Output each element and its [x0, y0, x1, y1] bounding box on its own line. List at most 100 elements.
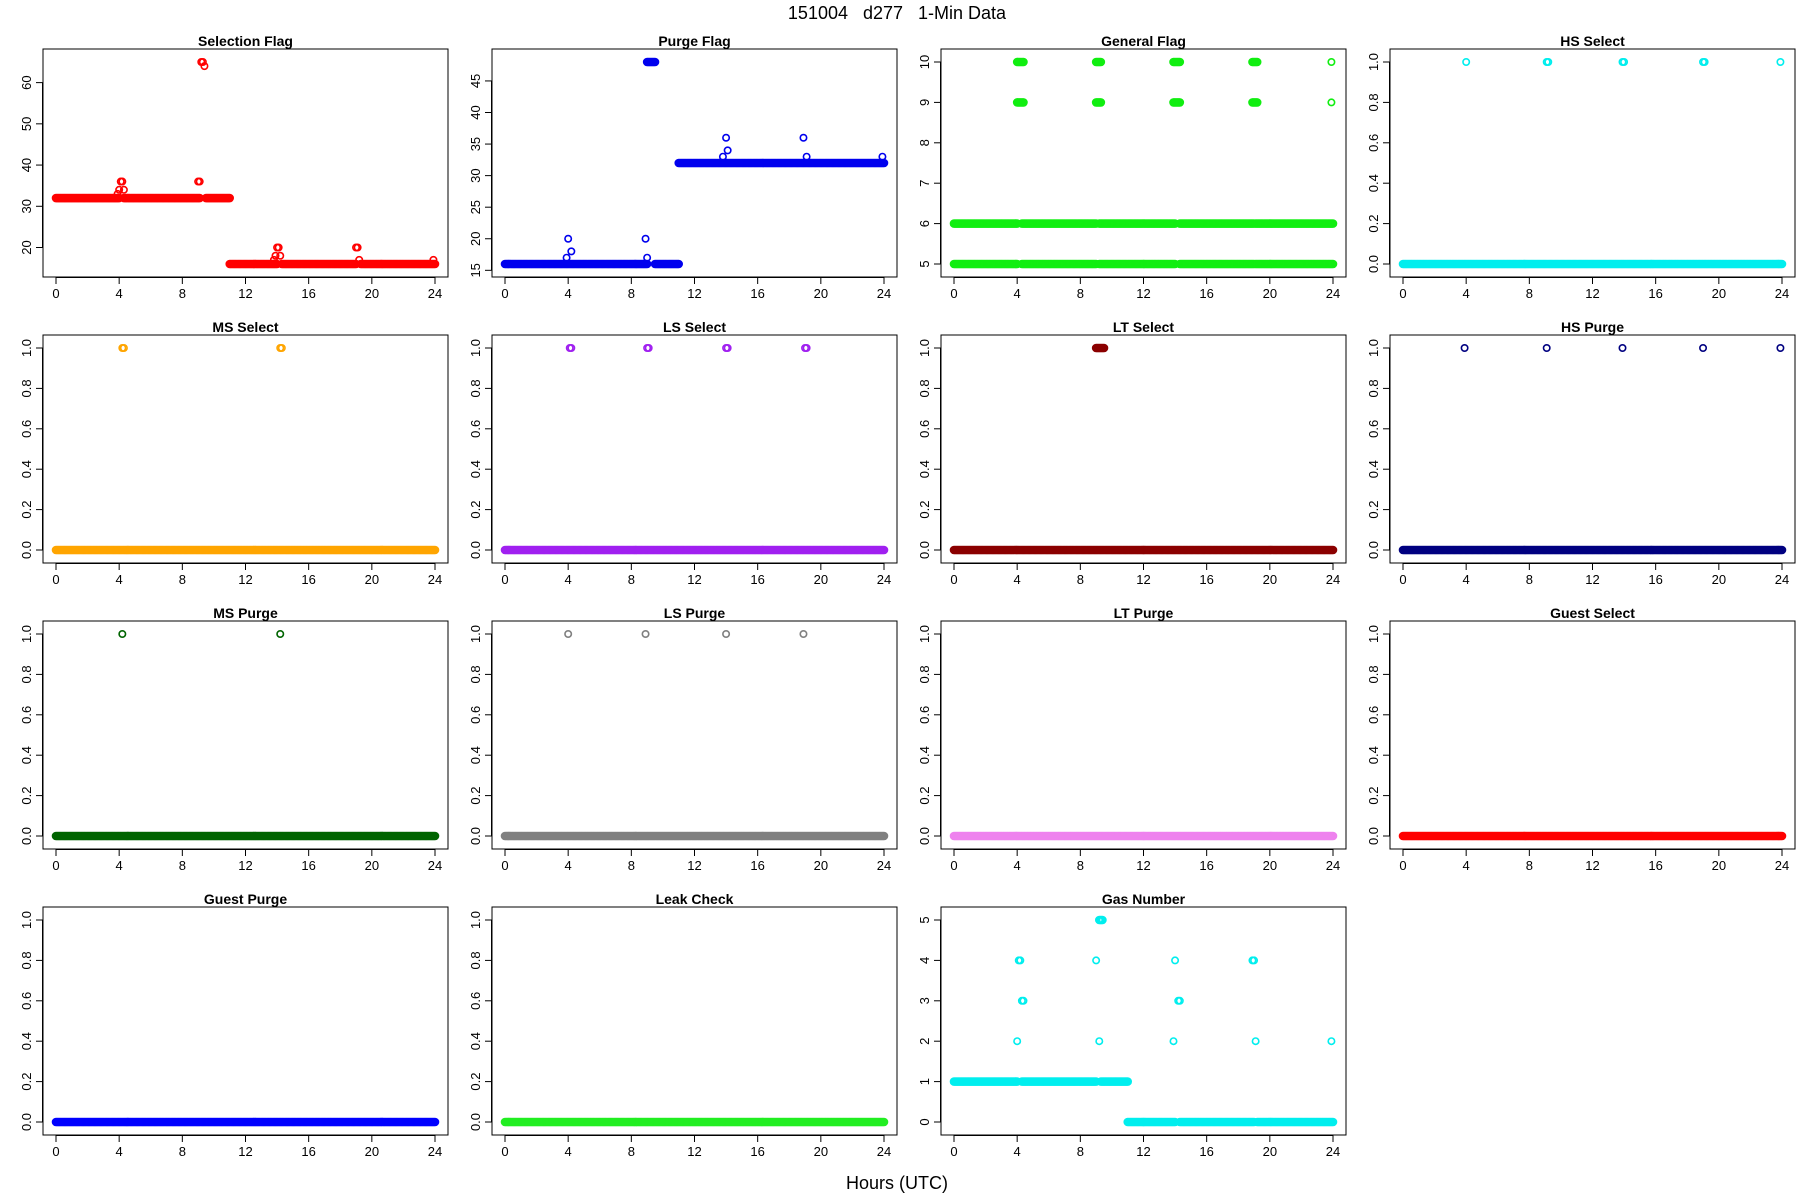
x-tick-label: 4 — [565, 858, 572, 873]
data-run — [1251, 259, 1338, 269]
data-point — [277, 343, 286, 352]
data-run — [1251, 219, 1338, 228]
data-point — [1252, 57, 1262, 67]
y-tick-label: 40 — [19, 158, 34, 172]
y-tick-label: 0.8 — [19, 379, 34, 397]
data-point — [641, 629, 650, 638]
data-run — [1091, 98, 1106, 107]
x-tick-label: 8 — [179, 858, 186, 873]
series-hs-purge — [1398, 343, 1787, 555]
y-tick-label: 0.2 — [1366, 787, 1381, 805]
series-lt-select — [949, 343, 1338, 555]
x-tick-label: 8 — [1077, 858, 1084, 873]
x-tick-label: 0 — [1399, 286, 1406, 301]
x-tick-label: 4 — [565, 286, 572, 301]
x-tick-label: 20 — [814, 572, 828, 587]
y-tick-label: 0.4 — [19, 1032, 34, 1050]
data-point — [1542, 343, 1551, 352]
series-lt-purge — [949, 831, 1338, 841]
data-point — [118, 177, 127, 186]
data-run — [51, 1117, 440, 1127]
y-tick-label: 8 — [917, 139, 932, 146]
data-run — [1175, 219, 1259, 228]
x-tick-label: 0 — [501, 572, 508, 587]
x-tick-label: 0 — [501, 286, 508, 301]
x-tick-label: 16 — [301, 286, 315, 301]
panel-title: MS Purge — [213, 605, 278, 621]
x-tick-label: 16 — [1199, 572, 1213, 587]
x-tick-label: 12 — [238, 858, 252, 873]
series-general-flag — [949, 57, 1338, 269]
y-tick-label: 0.0 — [1366, 255, 1381, 273]
x-tick-label: 12 — [1136, 858, 1150, 873]
panel-title: General Flag — [1101, 33, 1186, 49]
x-tick-label: 8 — [1526, 858, 1533, 873]
x-tick-label: 20 — [814, 286, 828, 301]
figure-xlabel: Hours (UTC) — [846, 1173, 948, 1193]
y-tick-label: 1.0 — [917, 625, 932, 643]
x-tick-label: 4 — [565, 1144, 572, 1159]
y-tick-label: 25 — [468, 200, 483, 214]
x-tick-label: 4 — [1463, 858, 1470, 873]
series-ms-select — [51, 343, 440, 555]
plot-frame — [940, 334, 1347, 564]
y-tick-label: 0.0 — [917, 827, 932, 845]
data-point — [650, 57, 660, 67]
data-run — [51, 193, 124, 203]
data-point — [430, 259, 440, 269]
y-tick-label: 0.8 — [1366, 93, 1381, 111]
data-point — [562, 253, 571, 262]
y-tick-label: 0.6 — [19, 706, 34, 724]
x-tick-label: 4 — [1014, 572, 1021, 587]
data-point — [674, 259, 684, 269]
x-tick-label: 8 — [1077, 572, 1084, 587]
data-point — [353, 243, 362, 252]
data-point — [1019, 57, 1028, 67]
x-tick-label: 16 — [1199, 286, 1213, 301]
data-run — [1017, 219, 1101, 228]
data-run — [119, 193, 205, 203]
y-tick-label: 0.6 — [19, 420, 34, 438]
y-tick-label: 1.0 — [19, 339, 34, 357]
y-tick-label: 0.6 — [1366, 420, 1381, 438]
x-tick-label: 24 — [1775, 286, 1789, 301]
data-point — [878, 152, 887, 161]
y-tick-label: 0.8 — [468, 665, 483, 683]
data-run — [1017, 259, 1101, 269]
y-tick-label: 20 — [468, 232, 483, 246]
x-tick-label: 16 — [1199, 858, 1213, 873]
x-tick-label: 8 — [628, 286, 635, 301]
data-run — [1091, 343, 1109, 353]
y-tick-label: 40 — [468, 105, 483, 119]
x-tick-label: 4 — [116, 286, 123, 301]
y-tick-label: 0.6 — [468, 420, 483, 438]
y-tick-label: 0.0 — [468, 827, 483, 845]
y-tick-label: 0.4 — [1366, 460, 1381, 478]
data-run — [949, 831, 1338, 841]
x-tick-label: 4 — [1463, 572, 1470, 587]
x-tick-label: 20 — [1263, 572, 1277, 587]
data-run — [201, 193, 235, 203]
y-tick-label: 1.0 — [19, 911, 34, 929]
data-run — [356, 259, 440, 269]
y-tick-label: 0.4 — [19, 746, 34, 764]
x-tick-label: 8 — [179, 286, 186, 301]
panel-title: MS Select — [212, 319, 278, 335]
x-tick-label: 0 — [950, 286, 957, 301]
x-tick-label: 20 — [1712, 858, 1726, 873]
x-tick-label: 4 — [1463, 286, 1470, 301]
x-tick-label: 0 — [950, 572, 957, 587]
y-tick-label: 0.8 — [1366, 665, 1381, 683]
data-point — [1328, 259, 1338, 269]
data-point — [723, 343, 732, 352]
y-tick-label: 0.8 — [917, 665, 932, 683]
y-tick-label: 6 — [917, 220, 932, 227]
data-point — [355, 255, 364, 264]
x-tick-label: 24 — [1775, 858, 1789, 873]
y-tick-label: 0.4 — [468, 460, 483, 478]
